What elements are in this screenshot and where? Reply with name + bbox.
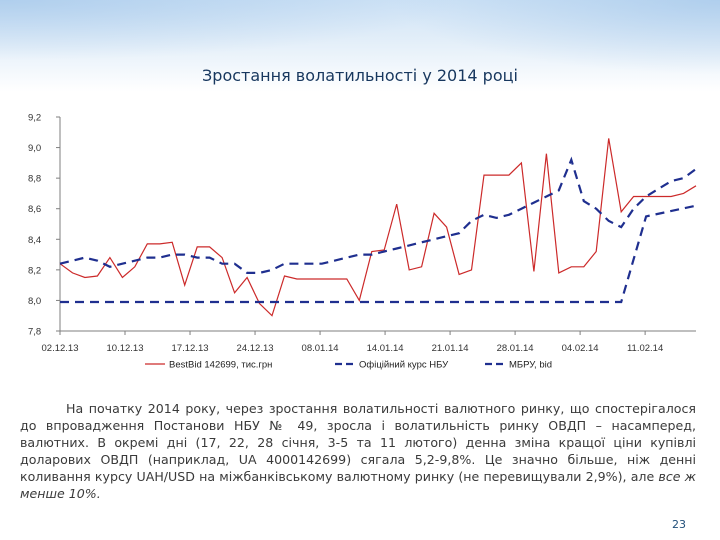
legend-label-2: Офіційний курс НБУ <box>359 360 449 371</box>
slide-title: Зростання волатильності у 2014 році <box>202 66 518 85</box>
x-tick-label: 28.01.14 <box>497 343 534 354</box>
x-tick-label: 10.12.13 <box>107 343 144 354</box>
slide-caption: На початку 2014 року, через зростання во… <box>20 400 696 502</box>
legend-label-3: МБРУ, bid <box>509 360 552 371</box>
y-tick-label: 7,8 <box>28 327 41 338</box>
y-tick-label: 8,6 <box>28 204 41 215</box>
page-number: 23 <box>672 518 686 531</box>
caption-emphasis: все ж менше 10%. <box>20 469 696 501</box>
background-glow-right <box>300 0 720 95</box>
y-tick-label: 8,0 <box>28 296 41 307</box>
legend-box <box>112 356 612 374</box>
x-tick-label: 11.02.14 <box>627 343 663 354</box>
caption-text: На початку 2014 року, через зростання во… <box>20 401 696 484</box>
series-line-3 <box>59 156 697 274</box>
x-tick-label: 08.01.14 <box>302 343 339 354</box>
legend-label-1: BestBid 142699, тис.грн <box>169 360 272 371</box>
x-tick-label: 04.02.14 <box>562 343 599 354</box>
y-tick-label: 8,2 <box>28 265 41 276</box>
y-tick-label: 9,2 <box>28 113 41 124</box>
series-line-2 <box>60 204 697 304</box>
x-tick-label: 17.12.13 <box>172 343 209 354</box>
y-tick-label: 9,0 <box>28 143 41 154</box>
line-chart: 7,8 8,0 8,2 8,4 8,6 8,8 9,0 9,2 02.12.13 10.12.13… <box>28 112 697 374</box>
series-line-1 <box>59 138 697 317</box>
y-tick-label: 8,8 <box>28 174 41 185</box>
x-tick-label: 02.12.13 <box>42 343 79 354</box>
x-tick-label: 21.01.14 <box>432 343 469 354</box>
y-tick-label: 8,4 <box>28 235 41 246</box>
x-tick-label: 24.12.13 <box>237 343 274 354</box>
x-tick-label: 14.01.14 <box>367 343 404 354</box>
